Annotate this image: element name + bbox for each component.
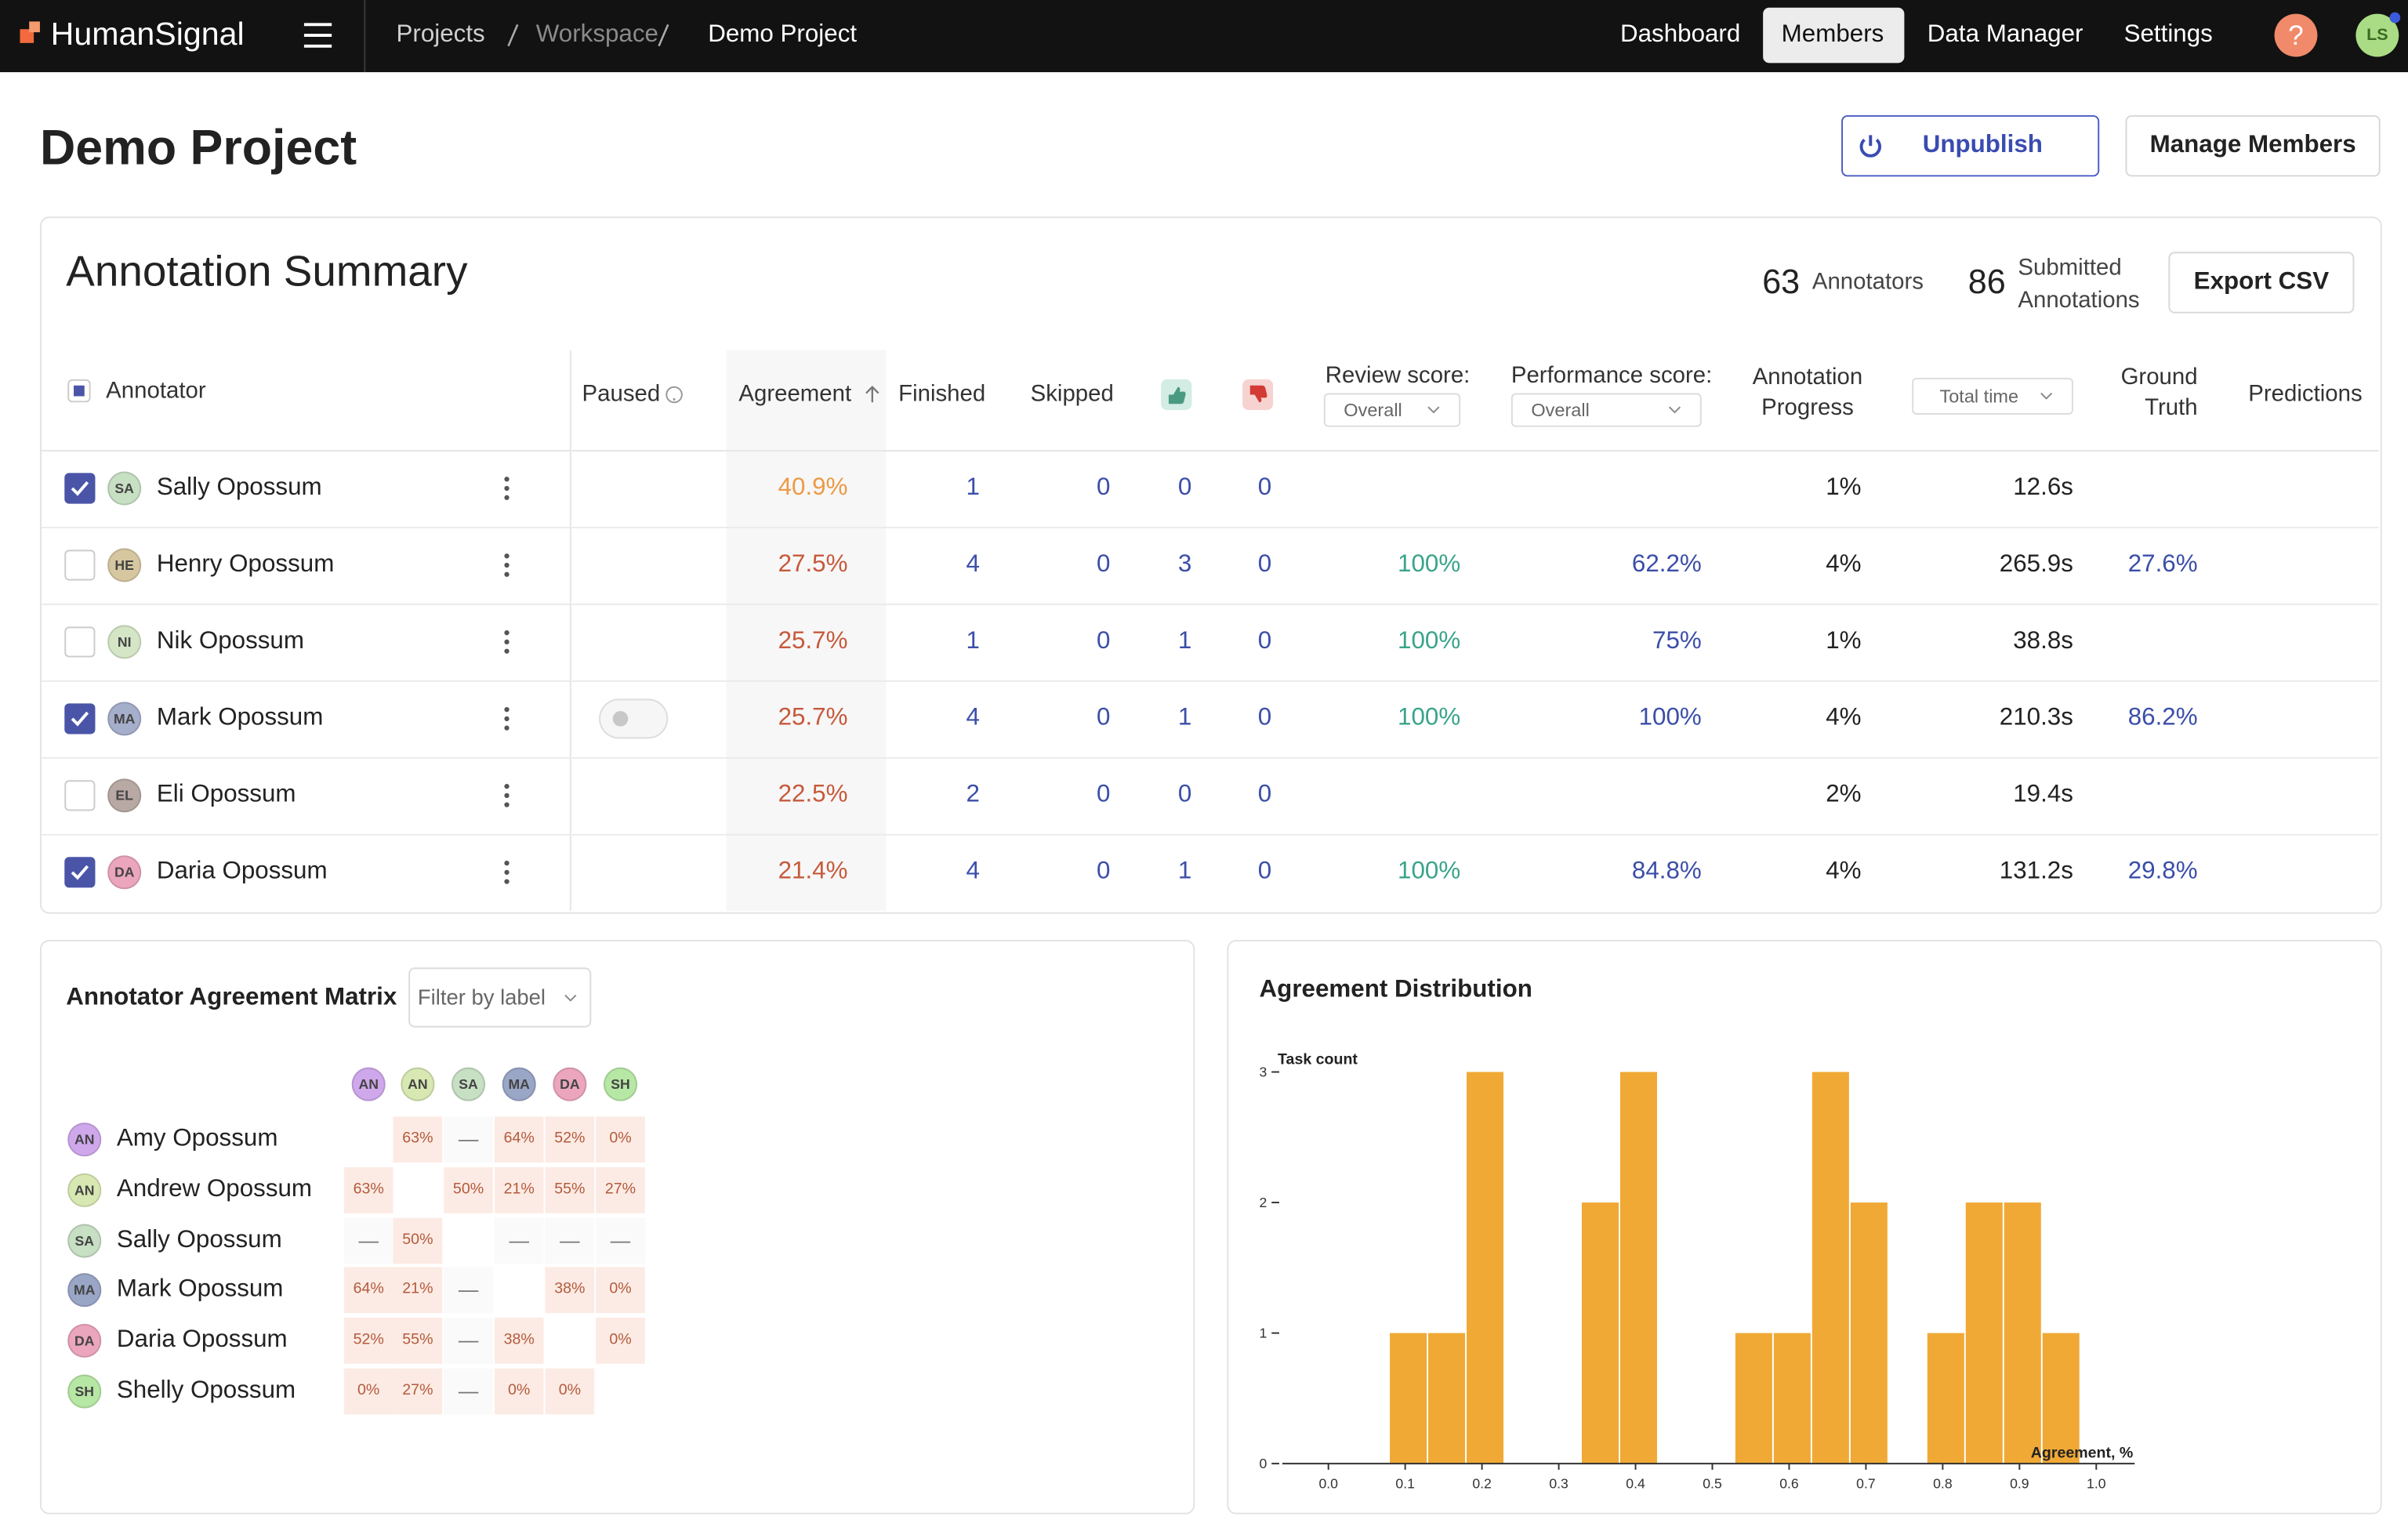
y-tick-label: 0 — [1260, 1456, 1267, 1471]
histogram-bar — [1735, 1333, 1772, 1464]
x-tick-label: 0.2 — [1472, 1475, 1492, 1491]
x-tick-label: 0.0 — [1318, 1475, 1338, 1491]
x-tick-label: 0.6 — [1779, 1475, 1799, 1491]
y-axis-label: Task count — [1278, 1051, 1358, 1068]
y-tick-label: 3 — [1260, 1064, 1267, 1079]
x-tick-label: 0.3 — [1549, 1475, 1568, 1491]
histogram-bar — [2004, 1202, 2041, 1464]
x-tick-label: 0.5 — [1703, 1475, 1722, 1491]
x-tick-label: 0.9 — [2010, 1475, 2029, 1491]
histogram-bar — [1390, 1333, 1427, 1464]
histogram-bar — [1812, 1072, 1849, 1464]
x-tick-label: 0.8 — [1933, 1475, 1953, 1491]
x-tick-label: 0.1 — [1395, 1475, 1415, 1491]
histogram-bar — [1428, 1333, 1465, 1464]
x-tick-label: 0.7 — [1856, 1475, 1876, 1491]
x-tick-label: 1.0 — [2087, 1475, 2106, 1491]
histogram-bar — [1582, 1202, 1619, 1464]
histogram-bar — [1851, 1202, 1888, 1464]
x-tick-label: 0.4 — [1626, 1475, 1645, 1491]
y-tick-label: 2 — [1260, 1195, 1267, 1210]
histogram-bar — [1467, 1072, 1503, 1464]
y-tick-label: 1 — [1260, 1325, 1267, 1340]
histogram-bar — [1620, 1072, 1657, 1464]
histogram-bar — [1774, 1333, 1811, 1464]
x-axis-label: Agreement, % — [2031, 1444, 2134, 1461]
histogram-bar — [1927, 1333, 1964, 1464]
histogram-bar — [1966, 1202, 2003, 1464]
